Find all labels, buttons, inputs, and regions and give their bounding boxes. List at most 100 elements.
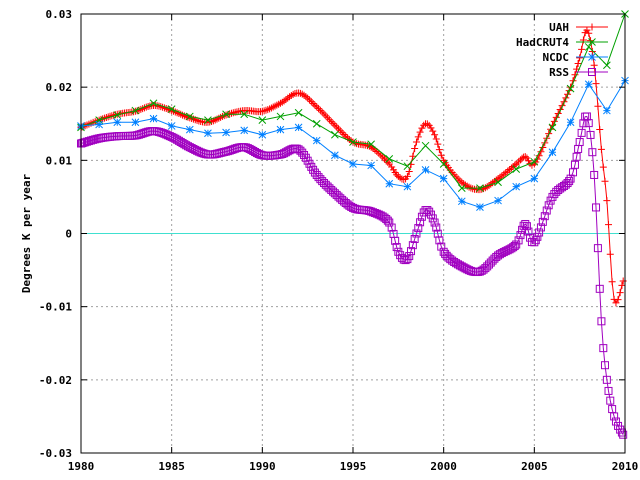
data-point-uah	[300, 91, 308, 99]
data-point-rss	[522, 222, 531, 231]
data-point-ncdc	[240, 126, 249, 135]
data-point-uah	[215, 114, 223, 122]
data-point-ncdc	[530, 174, 539, 183]
data-point-uah	[412, 138, 420, 146]
data-point-uah	[578, 45, 586, 53]
series-line-uah	[80, 29, 624, 304]
legend-marker	[588, 68, 596, 76]
data-point-rss	[619, 430, 628, 439]
data-point-ncdc	[312, 136, 321, 145]
data-point-uah	[186, 114, 194, 122]
data-point-uah	[393, 171, 401, 179]
data-point-rss	[387, 223, 396, 232]
data-point-rss	[544, 201, 553, 210]
series-hadcrut4	[77, 10, 629, 192]
y-tick-label: 0	[65, 228, 72, 241]
data-point-rss	[592, 203, 601, 212]
data-point-uah	[180, 112, 188, 120]
data-point-uah	[298, 90, 306, 98]
data-point-ncdc	[95, 120, 103, 129]
data-point-rss	[412, 229, 421, 238]
series-rss	[77, 112, 628, 439]
data-point-uah	[576, 54, 584, 62]
series-ncdc	[77, 76, 629, 212]
data-point-uah	[574, 60, 582, 68]
data-point-ncdc	[403, 182, 412, 191]
data-point-ncdc	[439, 174, 448, 183]
data-point-ncdc	[258, 130, 267, 139]
data-point-uah	[427, 124, 435, 132]
data-point-rss	[435, 236, 444, 245]
data-point-uah	[276, 99, 284, 107]
data-point-rss	[565, 177, 574, 186]
y-tick-label: 0.02	[46, 81, 73, 94]
data-point-uah	[435, 146, 443, 154]
data-point-hadcrut4	[439, 160, 448, 168]
data-point-ncdc	[149, 114, 158, 123]
data-point-uah	[599, 163, 607, 171]
data-point-uah	[262, 106, 270, 114]
data-point-uah	[309, 99, 317, 107]
data-point-rss	[405, 252, 414, 261]
data-point-rss	[391, 236, 400, 245]
data-point-ncdc	[367, 161, 375, 170]
data-point-uah	[396, 174, 404, 182]
data-point-uah	[423, 120, 431, 128]
data-point-ncdc	[566, 118, 575, 127]
series-layer	[77, 10, 629, 439]
data-point-rss	[570, 160, 579, 169]
data-point-rss	[600, 361, 609, 370]
data-point-hadcrut4	[494, 178, 502, 187]
data-point-uah	[558, 102, 566, 110]
data-point-uah	[521, 153, 529, 161]
data-point-uah	[592, 80, 600, 88]
data-point-rss	[602, 375, 611, 384]
data-point-uah	[506, 165, 514, 173]
data-point-rss	[432, 223, 441, 232]
data-point-ncdc	[512, 182, 521, 191]
data-point-uah	[315, 105, 323, 113]
legend-entry-hadcrut4: HadCRUT4	[516, 36, 608, 49]
legend-entry-ncdc: NCDC	[543, 51, 608, 64]
data-point-hadcrut4	[584, 43, 593, 51]
data-point-uah	[606, 250, 614, 258]
data-point-uah	[313, 103, 321, 111]
data-point-uah	[608, 278, 616, 286]
data-point-uah	[481, 184, 489, 192]
data-point-uah	[411, 144, 419, 152]
data-point-uah	[596, 125, 604, 133]
data-point-rss	[392, 243, 401, 252]
data-point-uah	[168, 107, 176, 115]
data-point-uah	[177, 110, 185, 118]
data-point-ncdc	[294, 123, 303, 132]
data-point-hadcrut4	[421, 141, 430, 150]
data-point-uah	[618, 281, 626, 289]
x-axis: 1980 1985 1990 1995 2000 2005 2010	[68, 14, 639, 473]
data-point-hadcrut4	[204, 116, 212, 124]
y-tick-label: -0.02	[39, 374, 72, 387]
x-tick-label: 2010	[612, 460, 639, 473]
y-tick-label: -0.03	[39, 447, 72, 460]
data-point-rss	[590, 170, 599, 179]
y-tick-label: 0.03	[46, 8, 73, 21]
data-point-hadcrut4	[258, 116, 267, 124]
data-point-hadcrut4	[548, 123, 557, 132]
legend-marker	[588, 38, 596, 46]
data-point-hadcrut4	[240, 110, 249, 119]
data-point-rss	[408, 241, 417, 250]
data-point-hadcrut4	[566, 84, 575, 93]
data-point-uah	[571, 71, 579, 79]
data-point-rss	[385, 218, 394, 227]
data-point-hadcrut4	[476, 184, 484, 192]
x-tick-label: 1995	[340, 460, 367, 473]
legend-label: NCDC	[543, 51, 570, 64]
legend-label: RSS	[549, 66, 569, 79]
data-point-uah	[465, 183, 473, 191]
data-point-uah	[282, 96, 290, 104]
data-point-uah	[296, 89, 304, 97]
data-point-uah	[458, 178, 466, 186]
y-axis: -0.03 -0.02 -0.01 0 0.01 0.02 0.03	[39, 8, 625, 460]
data-point-hadcrut4	[385, 155, 394, 163]
data-point-hadcrut4	[113, 111, 122, 119]
data-point-uah	[416, 128, 424, 136]
